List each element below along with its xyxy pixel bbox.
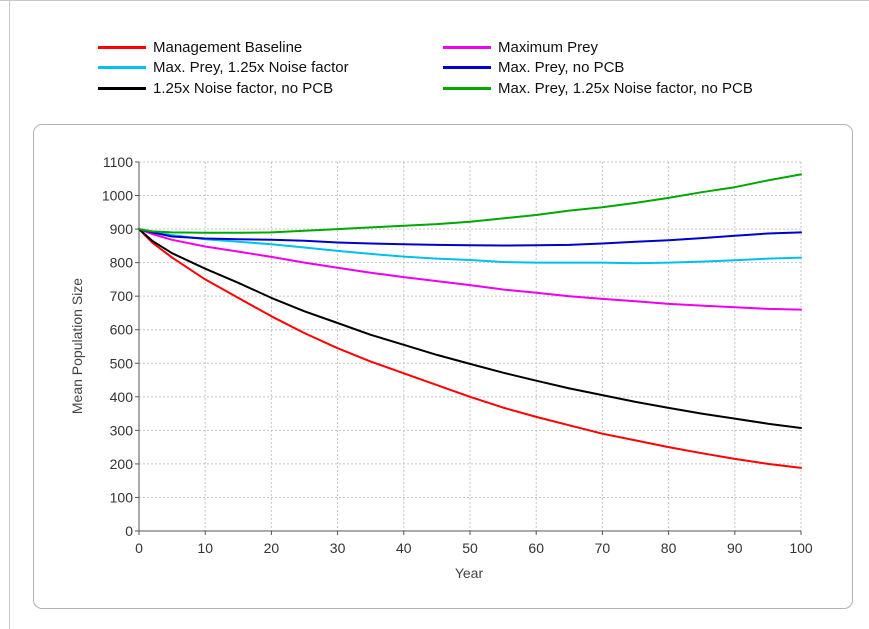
x-tick-label: 40: [396, 540, 412, 556]
y-tick-label: 800: [110, 255, 134, 271]
x-tick-label: 70: [595, 540, 611, 556]
window-top-edge: [0, 0, 869, 1]
y-tick-label: 0: [125, 523, 133, 539]
y-axis-title: Mean Population Size: [69, 278, 85, 414]
legend-label-max-prey-noise-no-pcb: Max. Prey, 1.25x Noise factor, no PCB: [498, 79, 753, 97]
x-tick-label: 20: [264, 540, 280, 556]
x-tick-label: 10: [197, 540, 213, 556]
y-tick-label: 400: [110, 389, 134, 405]
y-tick-label: 100: [110, 489, 134, 505]
axes: [135, 161, 802, 535]
chart-legend: Management Baseline Max. Prey, 1.25x Noi…: [0, 0, 869, 110]
legend-swatch-max-prey-noise: [98, 65, 146, 69]
tick-labels: 0 10 20 30 40 50 60 70 80 90 100010020030040050060…: [102, 154, 813, 556]
legend-swatch-max-prey-noise-no-pcb: [443, 86, 491, 90]
y-tick-label: 200: [110, 456, 134, 472]
legend-swatch-max-prey-no-pcb: [443, 65, 491, 69]
x-tick-label: 0: [135, 540, 143, 556]
y-tick-label: 600: [110, 322, 134, 338]
grid-lines: [139, 161, 802, 531]
series-line-max-prey-1-25x-noise-factor: [138, 228, 802, 265]
legend-swatch-maximum-prey: [443, 45, 491, 49]
legend-label-max-prey-noise: Max. Prey, 1.25x Noise factor: [153, 58, 349, 76]
y-tick-label: 900: [110, 221, 134, 237]
legend-label-maximum-prey: Maximum Prey: [498, 38, 599, 56]
x-tick-label: 100: [789, 540, 813, 556]
x-tick-label: 60: [528, 540, 544, 556]
legend-label-management-baseline: Management Baseline: [153, 38, 303, 56]
series-line-maximum-prey: [138, 228, 802, 311]
legend-item-noise-no-pcb: 1.25x Noise factor, no PCB: [98, 78, 333, 98]
x-axis-title: Year: [455, 565, 484, 581]
chart-panel: [33, 124, 853, 609]
series-line-max-prey-no-pcb: [138, 228, 802, 247]
legend-item-max-prey-no-pcb: Max. Prey, no PCB: [443, 57, 624, 77]
legend-item-max-prey-noise-no-pcb: Max. Prey, 1.25x Noise factor, no PCB: [443, 78, 753, 98]
y-tick-label: 700: [110, 288, 134, 304]
y-tick-label: 300: [110, 422, 134, 438]
x-tick-label: 80: [661, 540, 677, 556]
series-lines: [138, 173, 802, 469]
legend-item-maximum-prey: Maximum Prey: [443, 37, 598, 57]
window-left-edge: [9, 0, 10, 629]
y-tick-label: 500: [110, 355, 134, 371]
legend-swatch-management-baseline: [98, 45, 146, 49]
x-tick-label: 90: [727, 540, 743, 556]
legend-label-max-prey-no-pcb: Max. Prey, no PCB: [498, 58, 625, 76]
legend-item-management-baseline: Management Baseline: [98, 37, 302, 57]
series-line-max-prey-1-25x-noise-factor-no-pcb: [138, 173, 802, 234]
legend-swatch-noise-no-pcb: [98, 86, 146, 90]
y-tick-label: 1000: [102, 188, 133, 204]
series-line-1-25x-noise-factor-no-pcb: [138, 228, 802, 429]
x-tick-label: 30: [330, 540, 346, 556]
legend-item-max-prey-noise: Max. Prey, 1.25x Noise factor: [98, 57, 349, 77]
legend-label-noise-no-pcb: 1.25x Noise factor, no PCB: [153, 79, 334, 97]
y-tick-label: 1100: [103, 154, 133, 170]
x-tick-label: 50: [462, 540, 478, 556]
series-line-management-baseline: [138, 228, 802, 469]
